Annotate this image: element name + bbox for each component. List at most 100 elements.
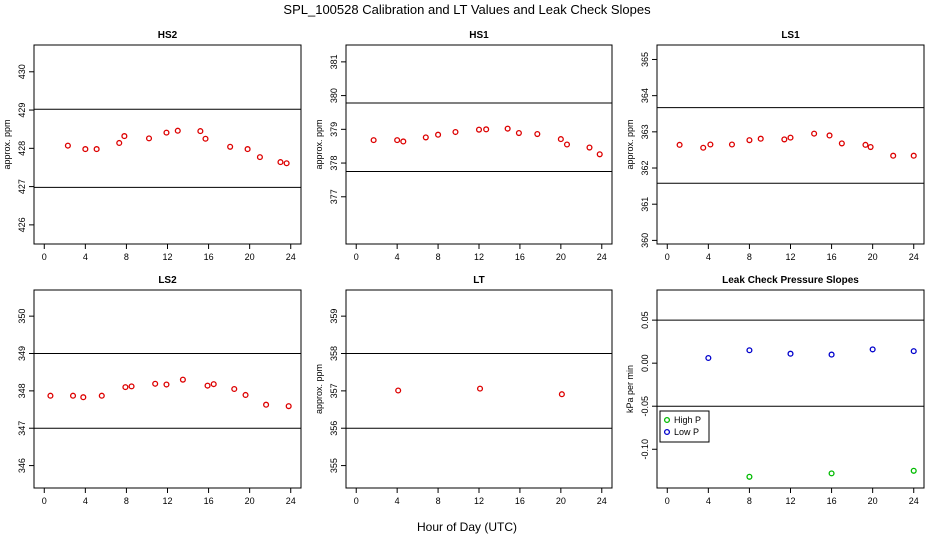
data-point	[781, 136, 788, 143]
x-tick-label: 8	[747, 252, 752, 262]
data-point	[757, 135, 764, 142]
data-point	[197, 128, 204, 135]
data-point	[563, 141, 571, 148]
x-tick-label: 0	[42, 252, 47, 262]
data-point	[285, 403, 292, 410]
x-tick-label: 12	[785, 252, 795, 262]
data-point	[145, 135, 153, 142]
y-tick-label: 429	[17, 103, 27, 118]
y-axis-label: approx. ppm	[625, 119, 635, 169]
x-tick-label: 4	[395, 252, 400, 262]
data-point	[838, 140, 845, 147]
x-tick-label: 16	[204, 252, 214, 262]
data-point	[534, 130, 541, 138]
y-tick-label: 0.05	[640, 311, 650, 329]
y-tick-label: 355	[329, 458, 339, 473]
panel-2: LS1 0 4 8 12 16 20 24 360 361 362 363 364 365 approx. …	[625, 30, 925, 262]
x-tick-label: 24	[286, 496, 296, 506]
data-point	[69, 392, 77, 399]
x-tick-label: 12	[474, 496, 484, 506]
data-point	[263, 401, 270, 408]
x-tick-label: 24	[909, 496, 919, 506]
x-tick-label: 4	[83, 496, 88, 506]
y-axis-label: approx. ppm	[2, 119, 12, 169]
x-tick-label: 12	[785, 496, 795, 506]
y-tick-label: 377	[329, 189, 339, 204]
data-point	[515, 129, 522, 137]
x-tick-label: 16	[515, 252, 525, 262]
data-point	[204, 382, 211, 389]
y-tick-label: 379	[329, 122, 339, 137]
data-point	[242, 391, 249, 399]
y-tick-label: 360	[640, 233, 650, 248]
data-point	[152, 380, 159, 387]
data-point	[82, 146, 89, 153]
x-tick-label: 0	[354, 252, 359, 262]
data-point	[256, 154, 263, 161]
data-point	[676, 141, 683, 148]
y-axis-label: approx. ppm	[314, 119, 324, 169]
x-tick-label: 4	[395, 496, 400, 506]
data-point	[435, 131, 442, 138]
data-point	[121, 133, 128, 140]
data-point	[179, 376, 186, 383]
x-tick-label: 20	[556, 252, 566, 262]
x-tick-label: 0	[665, 252, 670, 262]
data-point	[163, 129, 170, 136]
data-point	[811, 130, 818, 137]
plot-frame	[656, 44, 925, 245]
x-tick-label: 20	[245, 496, 255, 506]
y-tick-label: 430	[17, 64, 27, 79]
x-tick-label: 12	[162, 496, 172, 506]
plot-frame	[33, 44, 302, 245]
y-tick-label: 426	[17, 217, 27, 232]
x-tick-label: 24	[286, 252, 296, 262]
data-point	[395, 387, 402, 394]
x-tick-label: 8	[436, 496, 441, 506]
data-point	[210, 381, 217, 388]
y-tick-label: 350	[17, 309, 27, 324]
data-point	[116, 139, 123, 147]
y-tick-label: 359	[329, 309, 339, 324]
data-point	[475, 126, 483, 133]
panels-group: HS2 0 4 8 12 16 20 24 426 427 428 429 430 approx. ppm…	[2, 30, 925, 506]
panel-title: Leak Check Pressure Slopes	[722, 275, 859, 286]
data-point	[476, 385, 484, 392]
y-tick-label: 380	[329, 88, 339, 103]
data-point	[422, 134, 429, 141]
data-point	[557, 136, 564, 143]
panel-3: LS2 0 4 8 12 16 20 24 346 347 348 349 350	[17, 275, 302, 506]
data-point	[174, 127, 181, 134]
data-point	[128, 383, 135, 390]
data-point	[122, 384, 129, 391]
y-tick-label: 428	[17, 141, 27, 156]
legend-marker	[663, 428, 671, 436]
x-tick-label: 12	[474, 252, 484, 262]
data-point-high-p	[910, 467, 917, 474]
data-point	[277, 159, 284, 166]
y-tick-label: 363	[640, 124, 650, 139]
y-tick-label: 427	[17, 179, 27, 194]
data-point	[283, 160, 290, 167]
data-point	[244, 146, 251, 153]
y-tick-label: 0.00	[640, 354, 650, 372]
y-tick-label: -0.05	[640, 396, 650, 417]
x-tick-label: 20	[868, 496, 878, 506]
legend-box	[659, 410, 710, 443]
x-tick-label: 20	[556, 496, 566, 506]
data-point	[504, 125, 511, 132]
figure-title: SPL_100528 Calibration and LT Values and…	[283, 2, 651, 17]
panel-1: HS1 0 4 8 12 16 20 24 377 378 379 380 381 approx. ppm	[314, 30, 613, 262]
y-tick-label: 348	[17, 383, 27, 398]
data-point	[890, 152, 897, 159]
data-point	[728, 141, 736, 148]
data-point	[227, 143, 234, 150]
y-tick-label: 357	[329, 383, 339, 398]
y-tick-label: -0.10	[640, 439, 650, 460]
plot-frame	[345, 289, 613, 489]
data-point-low-p	[910, 348, 917, 355]
data-point	[596, 151, 603, 158]
y-tick-label: 358	[329, 346, 339, 361]
data-point-low-p	[828, 351, 835, 358]
y-axis-label: approx. ppm	[314, 364, 324, 414]
